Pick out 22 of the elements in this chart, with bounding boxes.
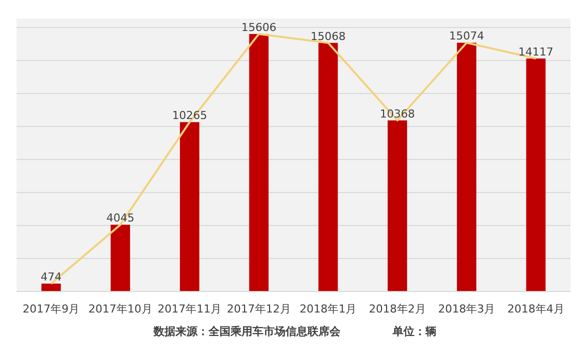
source-note: 数据来源：全国乘用车市场信息联席会 [154,325,340,338]
bar [249,34,269,292]
bar [456,42,476,292]
bar [526,58,546,292]
x-tick-label: 2017年12月 [226,302,291,316]
x-tick-label: 2017年9月 [22,302,80,316]
bar [388,120,408,292]
data-label: 15074 [449,30,484,43]
data-label: 15606 [241,20,276,34]
bar [180,122,200,292]
text: 单位：辆 [392,325,436,338]
data-label: 14117 [518,46,554,59]
bar [41,284,61,292]
x-tick-label: 2018年4月 [507,302,564,316]
x-tick-label: 2017年10月 [88,302,152,316]
x-tick-label: 2018年2月 [368,302,426,316]
x-tick-label: 2018年3月 [438,302,496,316]
bar [318,42,338,292]
x-tick-label: 2018年1月 [300,302,357,316]
x-tick-label: 2017年11月 [158,302,222,316]
bar [110,224,130,292]
data-label: 15068 [310,30,346,43]
